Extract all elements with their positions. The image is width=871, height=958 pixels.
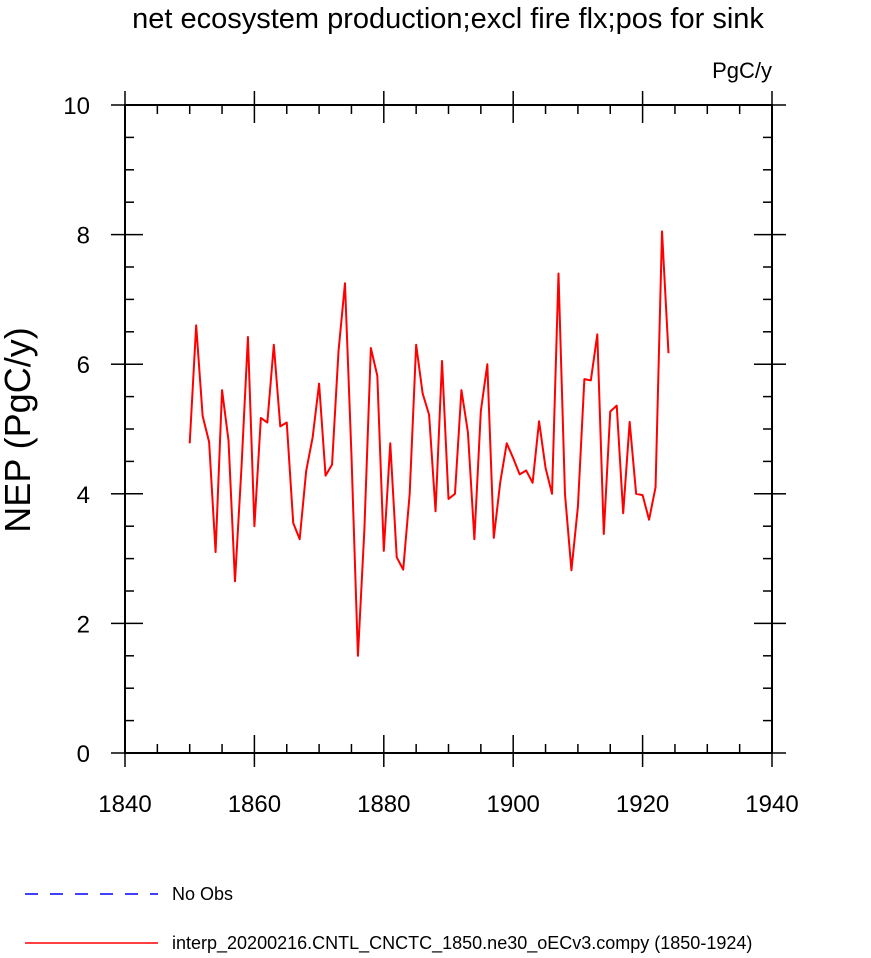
plot-frame [124,104,773,754]
series-layer [188,230,670,657]
legend-label-1: interp_20200216.CNTL_CNCTC_1850.ne30_oEC… [172,933,752,954]
axis-ticks [111,91,786,767]
y-tick-label: 10 [63,93,90,120]
x-tick-label: 1920 [616,791,669,818]
x-tick-label: 1880 [357,791,410,818]
y-axis-label: NEP (PgC/y) [0,327,38,532]
y-tick-label: 6 [77,352,90,379]
y-tick-label: 4 [77,482,90,509]
legend-label-0: No Obs [172,884,233,904]
x-tick-label: 1860 [228,791,281,818]
y-tick-label: 2 [77,611,90,638]
series-line-1 [188,230,670,657]
x-tick-label: 1940 [745,791,798,818]
legend: No Obs interp_20200216.CNTL_CNCTC_1850.ne… [25,884,752,954]
axis-tick-labels: 1840 1860 1880 1900 1920 1940 0 2 4 6 8 10 [63,93,798,818]
units-label: PgC/y [712,58,772,83]
chart-title: net ecosystem production;excl fire flx;p… [132,3,764,35]
y-tick-label: 8 [77,223,90,250]
x-tick-label: 1840 [98,791,151,818]
y-tick-label: 0 [77,741,90,768]
x-tick-label: 1900 [487,791,540,818]
